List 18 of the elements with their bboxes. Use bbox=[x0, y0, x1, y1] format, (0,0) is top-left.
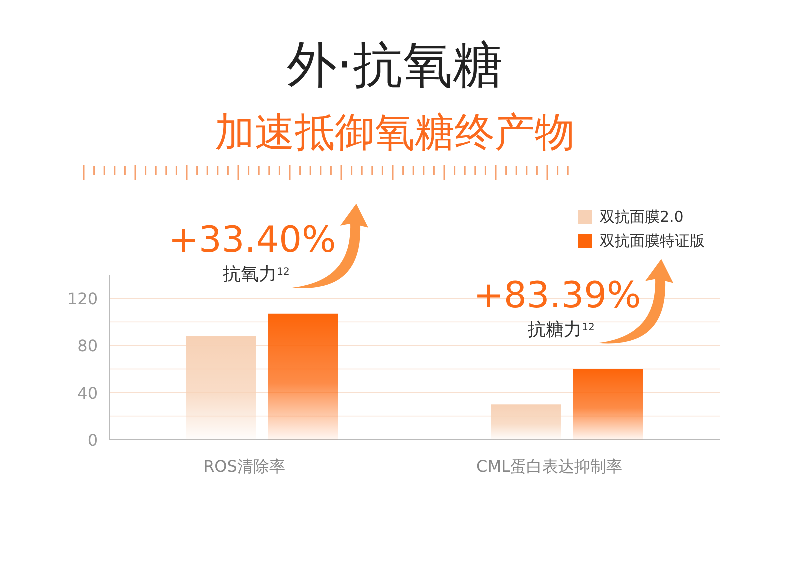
y-tick-label: 0 bbox=[88, 431, 98, 450]
annotation: 抗氧力$^{12}$ bbox=[223, 264, 290, 285]
legend-label: 双抗面膜2.0 bbox=[600, 208, 684, 226]
bar bbox=[268, 314, 338, 440]
bar bbox=[574, 369, 644, 440]
annotation: 抗糖力$^{12}$ bbox=[528, 319, 595, 340]
y-tick-label: 80 bbox=[78, 336, 98, 356]
y-tick-label: 40 bbox=[78, 384, 98, 403]
text: +33.40% bbox=[168, 220, 336, 261]
chart-subtitle: 加速抵御氧糖终产物 bbox=[215, 110, 575, 156]
y-tick-label: 120 bbox=[67, 290, 98, 309]
legend-label: 双抗面膜特证版 bbox=[600, 232, 705, 250]
chart-title: 外·抗氧糖 bbox=[287, 36, 503, 94]
x-tick-label: ROS清除率 bbox=[204, 457, 286, 476]
x-tick-label: CML蛋白表达抑制率 bbox=[476, 457, 622, 476]
annotation: +83.39% bbox=[474, 275, 642, 316]
bar bbox=[492, 404, 562, 440]
bar bbox=[186, 336, 256, 440]
